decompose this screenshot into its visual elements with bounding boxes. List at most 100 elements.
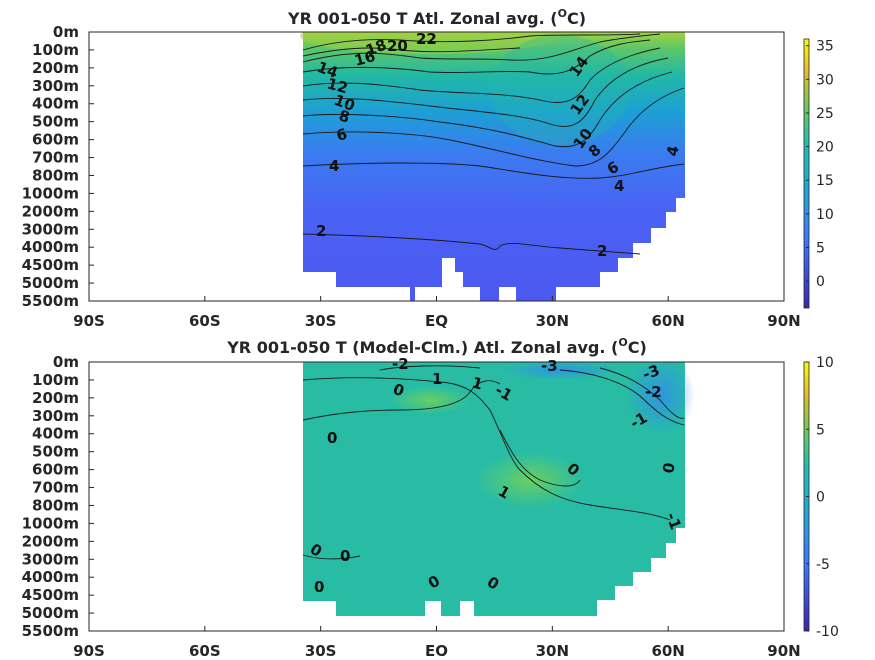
cool-anomaly-region — [500, 362, 620, 380]
contour-label: 4 — [329, 157, 339, 175]
y-tick-label: 4000m — [22, 568, 79, 586]
colorbar-tick-label: 20 — [816, 140, 834, 156]
y-axis: 0m100m200m300m400m500m600m700m800m1000m2… — [22, 353, 94, 640]
plot-area — [89, 362, 784, 631]
y-tick-label: 400m — [32, 425, 79, 443]
y-tick-label: 2000m — [22, 202, 79, 220]
y-axis: 0m100m200m300m400m500m600m700m800m1000m2… — [22, 23, 94, 310]
ocean-field — [303, 32, 685, 301]
colorbar-tick-label: 10 — [816, 207, 834, 223]
colorbar-tick-label: 30 — [816, 72, 834, 88]
contour-label: 22 — [416, 30, 437, 48]
contour-labels: 22 20 18 16 14 12 10 8 6 4 2 14 12 10 8 … — [315, 30, 683, 260]
x-tick-label: 90N — [767, 312, 800, 330]
contour-label: -2 — [645, 383, 662, 401]
colorbar-tick-label: 35 — [816, 39, 834, 55]
colorbar-tick-label: 10 — [816, 355, 834, 371]
contour-lines — [302, 33, 685, 255]
y-tick-label: 600m — [32, 461, 79, 479]
x-tick-label: 30S — [305, 312, 337, 330]
contour-label: 6 — [334, 125, 349, 145]
colorbar-tick-label: 15 — [816, 173, 834, 189]
x-tick-label: 90S — [73, 642, 105, 656]
chart-title: YR 001-050 T Atl. Zonal avg. (OC) — [287, 7, 586, 28]
colorbar-tick-label: 25 — [816, 106, 834, 122]
contour-label: -2 — [392, 355, 409, 373]
y-tick-label: 100m — [32, 371, 79, 389]
contour-label: 2 — [316, 222, 326, 240]
contour-label: 0 — [340, 547, 350, 565]
y-tick-label: 5500m — [22, 292, 79, 310]
x-tick-label: 90S — [73, 312, 105, 330]
y-tick-label: 3000m — [22, 220, 79, 238]
colorbar-tick-label: 5 — [816, 422, 825, 438]
y-tick-label: 4500m — [22, 586, 79, 604]
contour-label: 1 — [432, 370, 442, 388]
y-tick-label: 300m — [32, 407, 79, 425]
y-tick-label: 700m — [32, 149, 79, 167]
colorbar-tick-label: -10 — [816, 624, 839, 640]
y-tick-label: 100m — [32, 41, 79, 59]
contour-label: 2 — [597, 242, 607, 260]
contour-label: 4 — [614, 177, 624, 195]
y-tick-label: 700m — [32, 479, 79, 497]
x-tick-label: 60S — [189, 312, 221, 330]
colorbar-tick-label: 0 — [816, 490, 825, 506]
y-tick-label: 400m — [32, 95, 79, 113]
y-tick-label: 1000m — [22, 184, 79, 202]
y-tick-label: 1000m — [22, 514, 79, 532]
y-tick-label: 800m — [32, 166, 79, 184]
x-tick-label: 30N — [536, 312, 569, 330]
contour-label: 12 — [325, 74, 350, 97]
y-tick-label: 600m — [32, 131, 79, 149]
colorbar-tick-label: 5 — [816, 240, 825, 256]
subtropical-warm-region — [490, 35, 630, 145]
y-tick-label: 500m — [32, 113, 79, 131]
x-tick-label: 90N — [767, 642, 800, 656]
y-tick-label: 300m — [32, 77, 79, 95]
contour-label: 0 — [327, 429, 337, 447]
y-tick-label: 2000m — [22, 532, 79, 550]
x-tick-label: 30N — [536, 642, 569, 656]
x-tick-label: 60N — [651, 312, 684, 330]
contour-lines — [302, 365, 685, 560]
contour-label: 16 — [352, 47, 377, 70]
x-tick-label: 30S — [305, 642, 337, 656]
chart-title: YR 001-050 T (Model-Clm.) Atl. Zonal avg… — [226, 336, 647, 357]
warm-anomaly-region — [475, 452, 585, 508]
y-tick-label: 4500m — [22, 256, 79, 274]
contour-label: 1 — [470, 373, 485, 393]
y-tick-label: 5000m — [22, 274, 79, 292]
contour-label: -1 — [627, 409, 650, 433]
contour-label: 20 — [387, 37, 408, 55]
plot-area — [89, 32, 784, 301]
colorbar-ticks: 35 30 25 20 15 10 5 0 — [806, 39, 834, 290]
x-tick-label: 60S — [189, 642, 221, 656]
y-tick-label: 200m — [32, 59, 79, 77]
colorbar — [803, 38, 810, 309]
contour-label: 8 — [337, 106, 352, 126]
colorbar-tick-label: -5 — [816, 557, 830, 573]
contour-label: 0 — [659, 461, 679, 474]
contour-label: 0 — [314, 578, 324, 596]
contour-label: -3 — [640, 361, 662, 384]
y-tick-label: 5500m — [22, 622, 79, 640]
contour-label: 4 — [663, 144, 683, 157]
y-tick-label: 3000m — [22, 550, 79, 568]
colorbar-tick-label: 0 — [816, 274, 825, 290]
x-axis: 90S 60S 30S EQ 30N 60N 90N — [73, 296, 801, 330]
y-tick-label: 0m — [53, 353, 79, 371]
y-tick-label: 4000m — [22, 238, 79, 256]
y-tick-label: 500m — [32, 443, 79, 461]
contour-label: -1 — [492, 381, 515, 405]
y-tick-label: 200m — [32, 389, 79, 407]
warm-anomaly-region — [390, 386, 470, 414]
contour-label: -1 — [662, 510, 685, 532]
y-tick-label: 0m — [53, 23, 79, 41]
y-tick-label: 800m — [32, 496, 79, 514]
x-tick-label: EQ — [425, 312, 448, 330]
x-tick-label: 60N — [651, 642, 684, 656]
colorbar-ticks: 10 5 0 -5 -10 — [806, 355, 839, 640]
x-tick-label: EQ — [425, 642, 448, 656]
